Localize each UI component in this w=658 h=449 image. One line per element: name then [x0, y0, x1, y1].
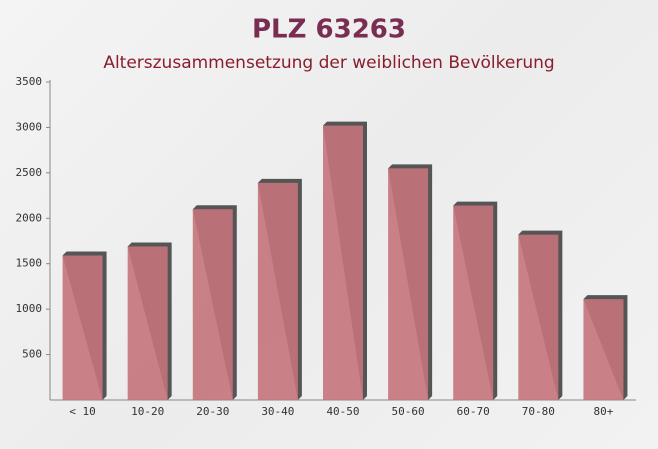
bar	[518, 234, 559, 400]
x-tick-label: 30-40	[261, 405, 294, 418]
y-tick-label: 2000	[16, 211, 43, 224]
x-tick-label: 70-80	[522, 405, 555, 418]
x-tick-label: 20-30	[196, 405, 229, 418]
bar	[323, 125, 363, 401]
x-tick-label: < 10	[69, 405, 96, 418]
x-tick-label: 60-70	[457, 405, 490, 418]
y-tick-label: 1000	[16, 302, 43, 315]
x-tick-label: 10-20	[131, 405, 164, 418]
bar	[388, 168, 429, 400]
chart-subtitle: Alterszusammensetzung der weiblichen Bev…	[103, 53, 554, 73]
y-tick-label: 500	[22, 348, 42, 361]
bar	[62, 255, 103, 400]
y-tick-label: 3000	[16, 120, 43, 133]
bar	[192, 209, 233, 400]
y-tick-label: 1500	[16, 257, 43, 270]
chart-title: PLZ 63263	[252, 15, 406, 45]
bar	[453, 205, 494, 400]
bar	[127, 246, 168, 400]
bar	[257, 182, 298, 400]
x-tick-label: 40-50	[326, 405, 359, 418]
x-tick-label: 80+	[594, 405, 614, 418]
y-tick-label: 2500	[16, 166, 43, 179]
bar	[583, 299, 624, 400]
x-tick-label: 50-60	[392, 405, 425, 418]
y-tick-label: 3500	[16, 75, 43, 88]
